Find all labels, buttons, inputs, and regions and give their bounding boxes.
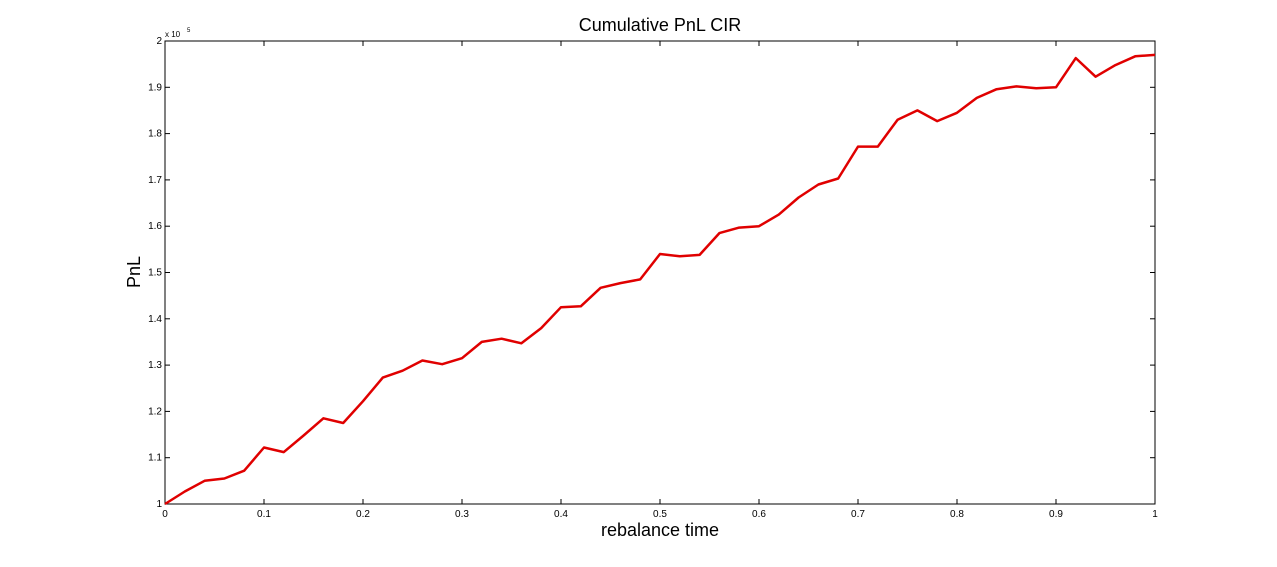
x-tick-label: 0.7 (851, 509, 865, 520)
x-tick-label: 0.9 (1049, 509, 1063, 520)
y-tick-label: 1.8 (148, 129, 162, 140)
y-tick-label: 1.1 (148, 453, 162, 464)
y-tick-label: 1 (156, 499, 162, 510)
y-tick-label: 1.3 (148, 360, 162, 371)
x-axis-ticks: 0 0.1 0.2 0.3 0.4 0.5 0.6 0.7 0.8 0.9 1 (162, 41, 1158, 520)
x-tick-label: 0 (162, 509, 168, 520)
chart-title: Cumulative PnL CIR (579, 15, 741, 35)
plot-area (164, 40, 1156, 505)
series-line-0 (164, 53, 1156, 506)
x-tick-label: 0.8 (950, 509, 964, 520)
y-tick-label: 1.9 (148, 82, 162, 93)
y-multiplier-base: x 10 (165, 30, 181, 39)
y-tick-label: 2 (156, 36, 162, 47)
y-tick-label: 1.5 (148, 268, 162, 279)
y-tick-label: 1.2 (148, 406, 162, 417)
x-tick-label: 0.5 (653, 509, 667, 520)
x-axis-title: rebalance time (601, 520, 719, 540)
x-tick-label: 0.3 (455, 509, 469, 520)
y-multiplier-exponent: 5 (187, 28, 191, 34)
x-tick-label: 0.1 (257, 509, 271, 520)
y-axis-title: PnL (124, 256, 144, 288)
y-axis-ticks: 1 1.1 1.2 1.3 1.4 1.5 1.6 1.7 1.8 1.9 2 (148, 36, 1155, 510)
x-tick-label: 0.2 (356, 509, 370, 520)
x-tick-label: 0.6 (752, 509, 766, 520)
x-tick-label: 1 (1152, 509, 1158, 520)
series-layer (164, 53, 1156, 506)
y-multiplier: x 10 5 (165, 28, 191, 39)
x-tick-label: 0.4 (554, 509, 568, 520)
y-tick-label: 1.7 (148, 175, 162, 186)
y-tick-label: 1.4 (148, 314, 162, 325)
y-tick-label: 1.6 (148, 221, 162, 232)
